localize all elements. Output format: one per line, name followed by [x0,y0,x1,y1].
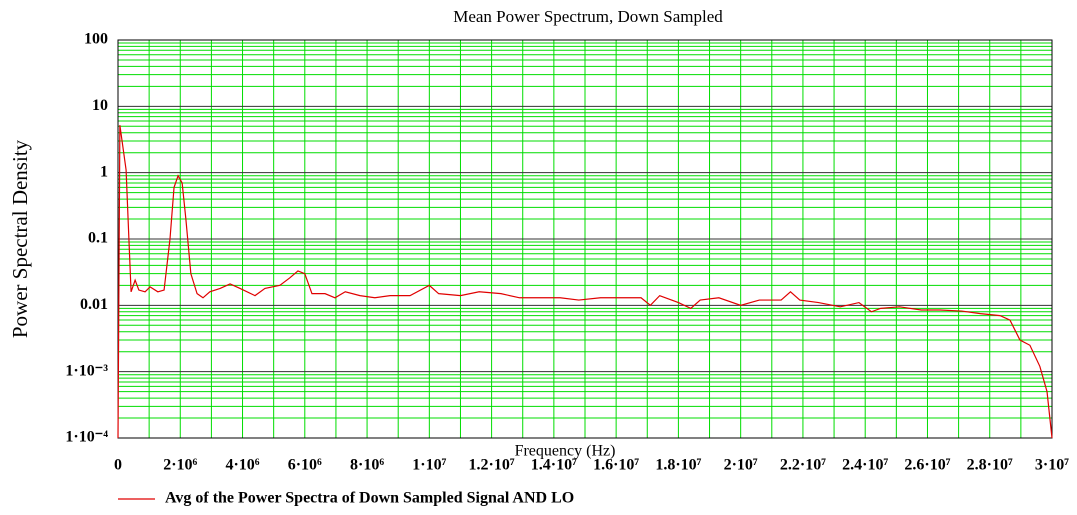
x-tick-label: 2.4·10⁷ [842,457,888,474]
y-axis-label: Power Spectral Density [8,139,32,338]
chart-title: Mean Power Spectrum, Down Sampled [453,7,723,26]
x-axis-label: Frequency (Hz) [515,443,616,460]
x-tick-label: 1.8·10⁷ [655,457,701,474]
x-tick-label: 2·10⁷ [724,457,758,474]
legend-label: Avg of the Power Spectra of Down Sampled… [165,490,574,507]
x-tick-label: 1·10⁷ [412,457,446,474]
y-tick-label: 0.01 [80,296,108,313]
x-tick-label: 1.4·10⁷ [531,457,577,474]
x-tick-label: 2.8·10⁷ [967,457,1013,474]
x-tick-label: 6·10⁶ [288,457,322,474]
x-tick-label: 2.6·10⁷ [904,457,950,474]
y-tick-label: 1·10⁻⁴ [65,429,108,446]
y-tick-label: 1·10⁻³ [65,362,108,379]
x-tick-label: 3·10⁷ [1035,457,1069,474]
data-line [117,125,1053,439]
y-tick-label: 100 [84,31,108,48]
x-tick-label: 0 [114,457,122,474]
x-tick-label: 1.6·10⁷ [593,457,639,474]
x-tick-label: 2·10⁶ [163,457,197,474]
y-tick-label: 1 [100,163,108,180]
x-tick-label: 4·10⁶ [225,457,259,474]
x-tick-label: 1.2·10⁷ [469,457,515,474]
x-tick-label: 2.2·10⁷ [780,457,826,474]
y-tick-label: 10 [92,97,108,114]
y-tick-label: 0.1 [88,230,108,247]
x-tick-label: 8·10⁶ [350,457,384,474]
plot-frame [117,39,1053,439]
